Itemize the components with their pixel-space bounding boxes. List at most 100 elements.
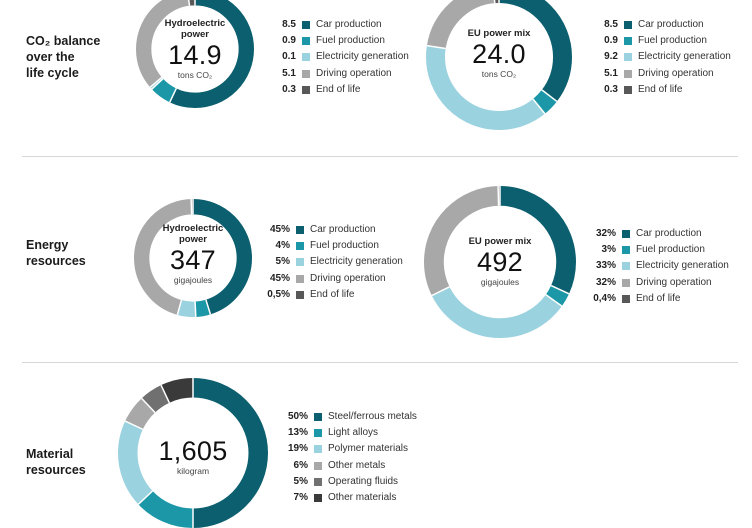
donut-chart-energy-hydro: Hydroelectric power 347 gigajoules: [134, 199, 252, 317]
legend-label: Operating fluids: [328, 474, 398, 490]
legend-value: 19%: [280, 441, 308, 457]
legend-item: 0.9 Fuel production: [268, 33, 409, 49]
legend-value: 5%: [262, 254, 290, 270]
legend-swatch: [314, 413, 322, 421]
legend-value: 0.9: [268, 33, 296, 49]
legend-item: 0.1 Electricity generation: [268, 49, 409, 65]
legend-item: 8.5 Car production: [590, 17, 731, 33]
legend-item: 32% Car production: [588, 226, 729, 242]
legend-label: Electricity generation: [638, 49, 731, 65]
legend-label: Electricity generation: [636, 258, 729, 274]
donut-subtitle: EU power mix: [424, 236, 576, 247]
legend-item: 45%Car production: [262, 222, 403, 238]
legend-item: 6% Other metals: [280, 458, 417, 474]
donut-subtitle: EU power mix: [422, 28, 576, 39]
divider-1: [22, 156, 738, 157]
donut-chart-co2-hydro: Hydroelectric power 14.9 tons CO₂: [136, 0, 254, 114]
legend-swatch: [302, 53, 310, 61]
donut-total-value: 24.0: [422, 39, 576, 69]
legend-value: 8.5: [268, 17, 296, 33]
legend-value: 5.1: [590, 66, 618, 82]
donut-subtitle: Hydroelectric power: [134, 223, 252, 245]
donut-unit: kilogram: [118, 466, 268, 476]
donut-unit: tons CO₂: [136, 70, 254, 80]
legend-value: 8.5: [590, 17, 618, 33]
donut-total-value: 347: [134, 245, 252, 275]
legend-item: 45%Driving operation: [262, 271, 403, 287]
legend-value: 33%: [588, 258, 616, 274]
legend-label: Steel/ferrous metals: [328, 409, 417, 425]
legend-label: Fuel production: [636, 242, 705, 258]
legend-label: End of life: [310, 287, 354, 303]
donut-unit: gigajoules: [134, 275, 252, 285]
legend-label: Electricity generation: [316, 49, 409, 65]
legend-value: 32%: [588, 226, 616, 242]
legend-swatch: [314, 429, 322, 437]
legend-value: 6%: [280, 458, 308, 474]
legend-swatch: [302, 37, 310, 45]
section-label-co2: CO₂ balance over the life cycle: [26, 33, 100, 81]
legend-value: 0.3: [268, 82, 296, 98]
legend-swatch: [302, 70, 310, 78]
legend-value: 3%: [588, 242, 616, 258]
legend-material: 50% Steel/ferrous metals 13% Light alloys 19…: [280, 409, 417, 506]
legend-value: 13%: [280, 425, 308, 441]
legend-swatch: [314, 445, 322, 453]
legend-item: 3% Fuel production: [588, 242, 729, 258]
legend-label: Car production: [636, 226, 702, 242]
legend-label: Other materials: [328, 490, 396, 506]
legend-swatch: [624, 70, 632, 78]
donut-total-value: 1,605: [118, 436, 268, 466]
donut-subtitle: Hydroelectric power: [136, 18, 254, 40]
legend-value: 0,4%: [588, 291, 616, 307]
legend-value: 5.1: [268, 66, 296, 82]
legend-value: 0.1: [268, 49, 296, 65]
legend-label: Fuel production: [310, 238, 379, 254]
legend-item: 13% Light alloys: [280, 425, 417, 441]
legend-value: 50%: [280, 409, 308, 425]
legend-item: 9.2 Electricity generation: [590, 49, 731, 65]
donut-unit: gigajoules: [424, 277, 576, 287]
donut-total-value: 14.9: [136, 40, 254, 70]
legend-item: 32%Driving operation: [588, 275, 729, 291]
legend-swatch: [296, 275, 304, 283]
legend-value: 45%: [262, 222, 290, 238]
legend-swatch: [622, 295, 630, 303]
legend-label: Other metals: [328, 458, 385, 474]
legend-item: 7% Other materials: [280, 490, 417, 506]
legend-label: Driving operation: [638, 66, 714, 82]
legend-label: Car production: [638, 17, 704, 33]
donut-chart-energy-eu: EU power mix 492 gigajoules: [424, 186, 576, 338]
legend-value: 32%: [588, 275, 616, 291]
legend-swatch: [302, 86, 310, 94]
donut-total-value: 492: [424, 247, 576, 277]
legend-label: Light alloys: [328, 425, 378, 441]
legend-item: 0.3 End of life: [268, 82, 409, 98]
legend-value: 9.2: [590, 49, 618, 65]
section-label-energy: Energy resources: [26, 237, 86, 269]
legend-label: End of life: [316, 82, 360, 98]
legend-item: 5%Electricity generation: [262, 254, 403, 270]
legend-item: 50% Steel/ferrous metals: [280, 409, 417, 425]
section-label-material: Material resources: [26, 446, 86, 478]
legend-item: 0,4%End of life: [588, 291, 729, 307]
slice-separator-2: [195, 302, 196, 317]
legend-swatch: [624, 37, 632, 45]
legend-swatch: [624, 53, 632, 61]
legend-label: Driving operation: [310, 271, 386, 287]
legend-swatch: [296, 258, 304, 266]
legend-item: 33% Electricity generation: [588, 258, 729, 274]
legend-swatch: [622, 279, 630, 287]
legend-value: 0.3: [590, 82, 618, 98]
legend-item: 5% Operating fluids: [280, 474, 417, 490]
legend-swatch: [622, 246, 630, 254]
legend-swatch: [296, 291, 304, 299]
legend-label: Fuel production: [316, 33, 385, 49]
legend-value: 5%: [280, 474, 308, 490]
legend-value: 7%: [280, 490, 308, 506]
